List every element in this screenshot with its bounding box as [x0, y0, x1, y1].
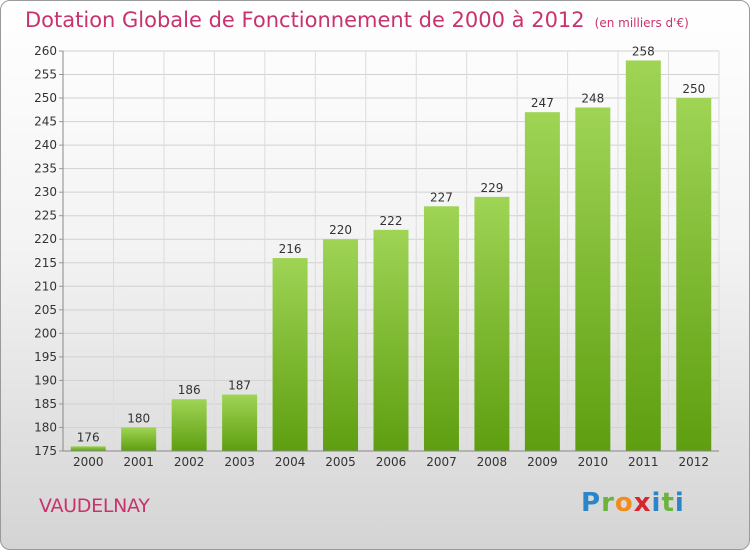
data-label: 229	[480, 181, 503, 195]
bar	[524, 112, 560, 452]
x-tick-label: 2009	[527, 455, 558, 469]
y-tick-label: 260	[34, 44, 57, 58]
data-label: 180	[127, 411, 150, 425]
data-label: 258	[632, 44, 655, 58]
chart-title-block: Dotation Globale de Fonctionnement de 20…	[25, 8, 689, 32]
bar	[70, 446, 106, 451]
logo-letter: r	[601, 488, 615, 518]
x-tick-label: 2006	[376, 455, 407, 469]
logo-letter: o	[614, 488, 634, 518]
y-tick-label: 195	[34, 350, 57, 364]
y-tick-label: 250	[34, 91, 57, 105]
bars: 176 180 186 187 216 220 222 227 229 247 248 258 250	[70, 44, 712, 452]
proxiti-logo: Proxiti	[581, 488, 685, 518]
data-label: 176	[77, 430, 100, 444]
y-tick-label: 245	[34, 115, 57, 129]
y-tick-label: 175	[34, 444, 57, 458]
data-label: 222	[380, 214, 403, 228]
y-tick-label: 200	[34, 326, 57, 340]
x-tick-label: 2012	[678, 455, 709, 469]
bar	[676, 98, 712, 451]
x-tick-label: 2007	[426, 455, 457, 469]
axes: 175 180 185 190 195 200 205 210 215 220 225 230 235 2…	[34, 44, 719, 469]
data-label: 216	[279, 242, 302, 256]
x-tick-label: 2002	[174, 455, 205, 469]
data-label: 187	[228, 379, 251, 393]
bar	[423, 206, 459, 451]
y-tick-label: 220	[34, 232, 57, 246]
y-tick-label: 230	[34, 185, 57, 199]
data-label: 227	[430, 190, 453, 204]
logo-letter: x	[633, 488, 652, 518]
bar	[373, 229, 409, 451]
x-tick-label: 2011	[628, 455, 659, 469]
x-tick-label: 2004	[275, 455, 306, 469]
data-label: 250	[682, 82, 705, 96]
y-tick-label: 185	[34, 397, 57, 411]
y-tick-label: 180	[34, 420, 57, 434]
y-tick-label: 255	[34, 68, 57, 82]
y-tick-label: 210	[34, 279, 57, 293]
bar	[121, 427, 157, 451]
y-tick-label: 240	[34, 138, 57, 152]
logo-letter: i	[674, 488, 685, 518]
bar	[222, 394, 258, 451]
data-label: 247	[531, 96, 554, 110]
x-tick-label: 2000	[73, 455, 104, 469]
data-label: 220	[329, 223, 352, 237]
x-tick-label: 2010	[578, 455, 609, 469]
y-tick-label: 205	[34, 303, 57, 317]
data-label: 186	[178, 383, 201, 397]
y-tick-label: 225	[34, 209, 57, 223]
logo-letter: P	[581, 488, 602, 518]
y-tick-label: 215	[34, 256, 57, 270]
chart-unit: (en milliers d'€)	[594, 16, 689, 30]
bar	[323, 239, 359, 451]
bar	[575, 107, 611, 452]
logo-letter: t	[661, 488, 675, 518]
data-label: 248	[581, 91, 604, 105]
place-name: VAUDELNAY	[39, 495, 150, 517]
y-tick-label: 235	[34, 162, 57, 176]
bar	[272, 258, 308, 451]
y-tick-label: 190	[34, 373, 57, 387]
bar	[625, 60, 661, 451]
x-tick-label: 2003	[224, 455, 255, 469]
x-tick-label: 2008	[477, 455, 508, 469]
logo-letter: i	[651, 488, 662, 518]
bar	[171, 399, 207, 451]
chart-title: Dotation Globale de Fonctionnement de 20…	[25, 8, 585, 32]
bar	[474, 196, 510, 451]
x-tick-label: 2005	[325, 455, 356, 469]
x-tick-label: 2001	[123, 455, 154, 469]
